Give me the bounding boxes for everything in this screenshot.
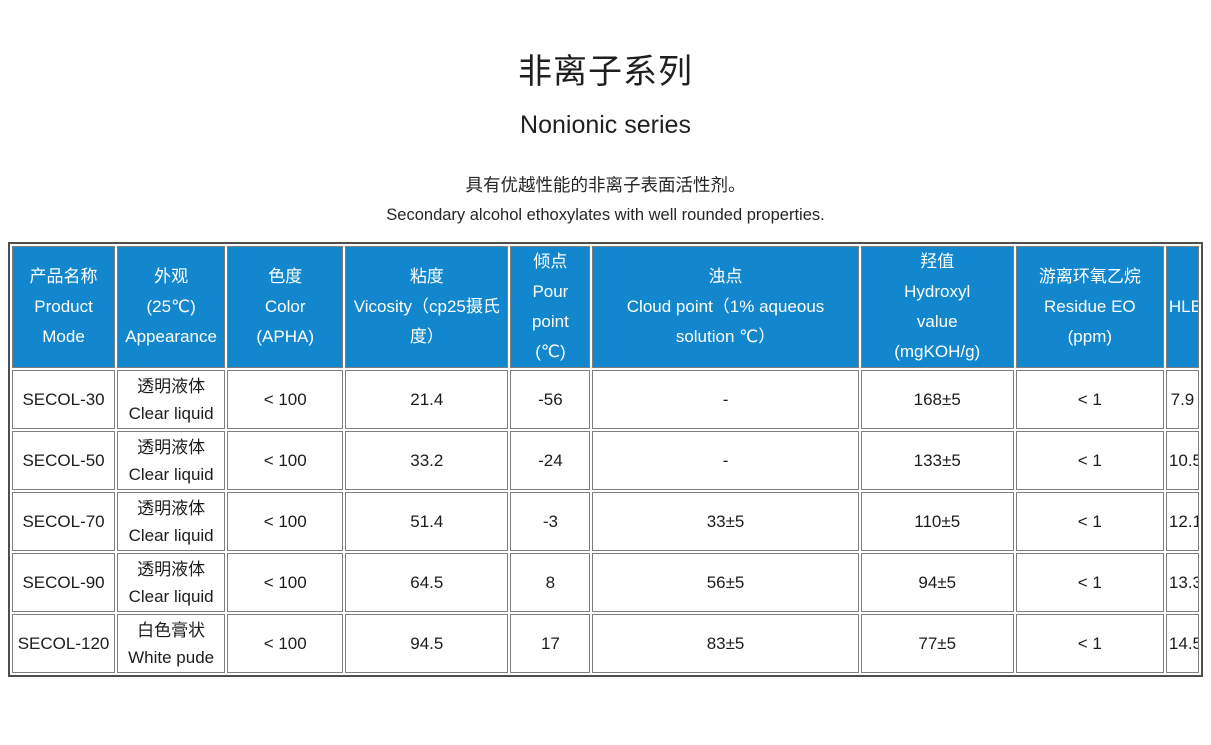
table-row: SECOL-30 透明液体 Clear liquid < 100 21.4 -5…	[12, 370, 1199, 429]
cell-pour-point: -24	[510, 431, 591, 490]
cell-appearance: 透明液体 Clear liquid	[117, 370, 226, 429]
col-header-residue-eo: 游离环氧乙烷 Residue EO (ppm)	[1015, 246, 1164, 368]
page-title-cn: 非离子系列	[518, 53, 693, 91]
cell-appearance: 白色膏状 White pude	[117, 614, 226, 673]
cell-cloud-point: 33±5	[592, 492, 859, 551]
cell-residue-eo: < 1	[1015, 370, 1164, 429]
cell-hydroxyl: 77±5	[860, 614, 1014, 673]
cell-viscosity: 21.4	[345, 370, 509, 429]
cell-cloud-point: 56±5	[592, 553, 859, 612]
cell-hydroxyl: 133±5	[860, 431, 1014, 490]
cell-appearance: 透明液体 Clear liquid	[117, 492, 226, 551]
col-header-appearance: 外观 (25℃) Appearance	[117, 246, 226, 368]
cell-hlb: 13.3	[1165, 553, 1199, 612]
cell-viscosity: 94.5	[345, 614, 509, 673]
cell-hydroxyl: 168±5	[860, 370, 1014, 429]
cell-product-name: SECOL-50	[12, 431, 116, 490]
col-header-hydroxyl-value: 羟值 Hydroxyl value (mgKOH/g)	[860, 246, 1014, 368]
cell-product-name: SECOL-70	[12, 492, 116, 551]
cell-residue-eo: < 1	[1015, 492, 1164, 551]
cell-appearance: 透明液体 Clear liquid	[117, 553, 226, 612]
cell-residue-eo: < 1	[1015, 431, 1164, 490]
cell-cloud-point: 83±5	[592, 614, 859, 673]
cell-pour-point: -3	[510, 492, 591, 551]
table-row: SECOL-70 透明液体 Clear liquid < 100 51.4 -3…	[12, 492, 1199, 551]
page-header: 非离子系列 Nonionic series 具有优越性能的非离子表面活性剂。 S…	[0, 44, 1211, 225]
cell-product-name: SECOL-90	[12, 553, 116, 612]
cell-pour-point: -56	[510, 370, 591, 429]
cell-hlb: 7.9	[1165, 370, 1199, 429]
page-title-en: Nonionic series	[520, 111, 691, 139]
description-en: Secondary alcohol ethoxylates with well …	[386, 206, 825, 224]
col-header-product-mode: 产品名称 Product Mode	[12, 246, 116, 368]
cell-viscosity: 51.4	[345, 492, 509, 551]
description-cn: 具有优越性能的非离子表面活性剂。	[465, 175, 746, 195]
cell-color: < 100	[227, 370, 344, 429]
cell-hlb: 14.5	[1165, 614, 1199, 673]
cell-cloud-point: -	[592, 370, 859, 429]
table-row: SECOL-90 透明液体 Clear liquid < 100 64.5 8 …	[12, 553, 1199, 612]
table-row: SECOL-50 透明液体 Clear liquid < 100 33.2 -2…	[12, 431, 1199, 490]
col-header-cloud-point: 浊点 Cloud point（1% aqueous solution ℃）	[592, 246, 859, 368]
cell-appearance: 透明液体 Clear liquid	[117, 431, 226, 490]
cell-color: < 100	[227, 614, 344, 673]
cell-color: < 100	[227, 553, 344, 612]
col-header-color-apha: 色度 Color (APHA)	[227, 246, 344, 368]
cell-product-name: SECOL-120	[12, 614, 116, 673]
cell-hydroxyl: 110±5	[860, 492, 1014, 551]
cell-pour-point: 8	[510, 553, 591, 612]
cell-hydroxyl: 94±5	[860, 553, 1014, 612]
product-spec-table: 产品名称 Product Mode 外观 (25℃) Appearance 色度…	[8, 242, 1203, 677]
cell-product-name: SECOL-30	[12, 370, 116, 429]
cell-hlb: 10.5	[1165, 431, 1199, 490]
cell-hlb: 12.1	[1165, 492, 1199, 551]
table-row: SECOL-120 白色膏状 White pude < 100 94.5 17 …	[12, 614, 1199, 673]
cell-pour-point: 17	[510, 614, 591, 673]
cell-residue-eo: < 1	[1015, 553, 1164, 612]
col-header-pour-point: 倾点 Pour point (℃)	[510, 246, 591, 368]
cell-viscosity: 64.5	[345, 553, 509, 612]
cell-cloud-point: -	[592, 431, 859, 490]
col-header-viscosity: 粘度 Vicosity（cp25摄氏 度）	[345, 246, 509, 368]
cell-color: < 100	[227, 492, 344, 551]
cell-color: < 100	[227, 431, 344, 490]
cell-viscosity: 33.2	[345, 431, 509, 490]
col-header-hlb: HLB	[1165, 246, 1199, 368]
cell-residue-eo: < 1	[1015, 614, 1164, 673]
table-header-row: 产品名称 Product Mode 外观 (25℃) Appearance 色度…	[12, 246, 1199, 368]
